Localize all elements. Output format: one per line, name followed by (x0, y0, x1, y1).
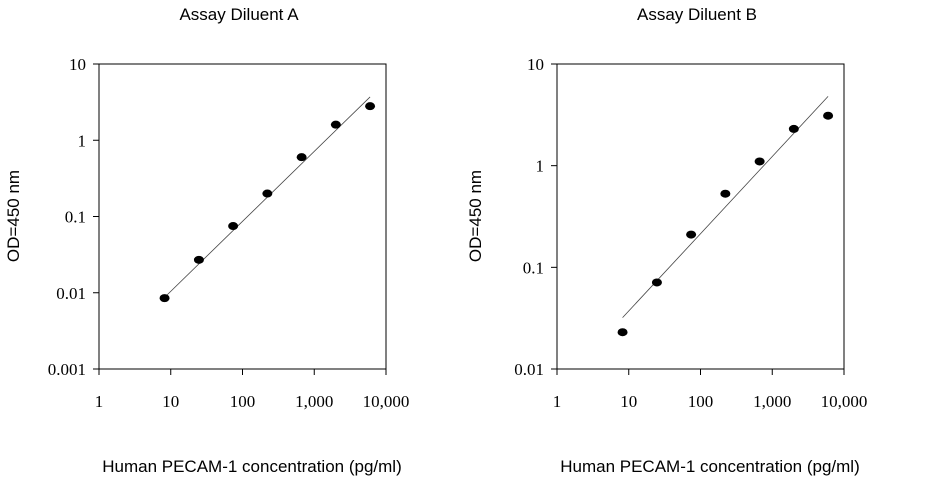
data-point (788, 124, 799, 133)
x-tick-label: 1 (95, 392, 104, 411)
y-tick-label: 10 (527, 55, 544, 74)
data-point (686, 230, 697, 239)
x-tick-label: 100 (688, 392, 714, 411)
x-tick-label: 10,000 (363, 392, 410, 411)
y-axis-label: OD=450 nm (466, 170, 485, 262)
data-point (159, 294, 170, 303)
y-tick-label: 0.01 (514, 360, 544, 379)
y-axis-label: OD=450 nm (4, 170, 23, 262)
x-axis-label: Human PECAM-1 concentration (pg/ml) (102, 457, 402, 476)
x-tick-label: 10 (620, 392, 637, 411)
x-tick-label: 1 (553, 392, 562, 411)
y-tick-label: 0.1 (65, 208, 86, 227)
data-point (617, 328, 628, 337)
x-tick-label: 100 (230, 392, 256, 411)
data-point (330, 120, 341, 129)
x-tick-label: 10,000 (821, 392, 868, 411)
chart-title: Assay Diluent B (637, 5, 757, 24)
y-tick-label: 1 (536, 157, 545, 176)
chart-title: Assay Diluent A (179, 5, 299, 24)
data-point (296, 153, 307, 162)
chart-assay-diluent-b: Assay Diluent B OD=450 nm Human PECAM-1 … (466, 5, 867, 476)
plot-frame (98, 63, 387, 370)
data-point (754, 157, 765, 166)
data-point (365, 102, 376, 111)
chart-assay-diluent-a: Assay Diluent A OD=450 nm Human PECAM-1 … (4, 5, 409, 476)
x-tick-label: 10 (162, 392, 179, 411)
y-tick-label: 10 (69, 55, 86, 74)
x-tick-label: 1,000 (295, 392, 333, 411)
y-tick-label: 0.01 (56, 284, 86, 303)
data-point (193, 255, 204, 264)
data-point (823, 111, 834, 120)
x-tick-label: 1,000 (753, 392, 791, 411)
y-tick-label: 1 (78, 131, 87, 150)
data-point (720, 189, 731, 198)
data-point (651, 278, 662, 287)
y-tick-label: 0.1 (523, 258, 544, 277)
data-point (262, 189, 273, 198)
x-axis-label: Human PECAM-1 concentration (pg/ml) (560, 457, 860, 476)
y-tick-label: 0.001 (48, 360, 86, 379)
plot-frame (556, 63, 845, 370)
data-point (228, 222, 239, 231)
